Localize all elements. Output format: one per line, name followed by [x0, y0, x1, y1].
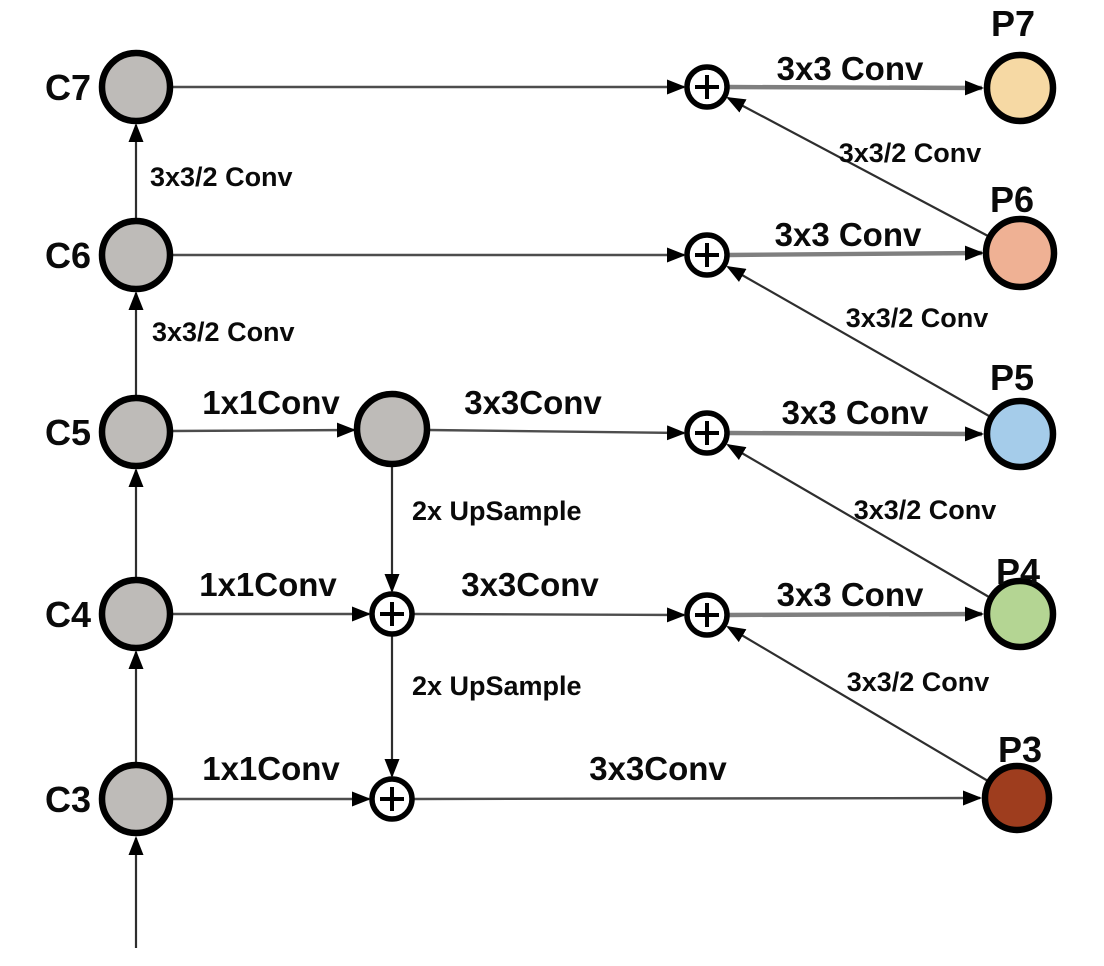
- add-node-p7: [684, 64, 730, 110]
- edge-label-mid-c5: 3x3Conv: [464, 384, 602, 421]
- output-label-p5: P5: [990, 357, 1034, 398]
- plus-icon: [695, 75, 719, 99]
- edge-label-stride2-p4-p5: 3x3/2 Conv: [854, 495, 997, 525]
- edge-label-stride2-c6-c7: 3x3/2 Conv: [150, 162, 293, 192]
- edge-add-to-p6: [727, 245, 984, 261]
- edge-add-to-p4: [727, 606, 984, 622]
- edge-p3-to-add-p4: [726, 625, 989, 782]
- plus-icon: [380, 787, 404, 811]
- edge-add-mid-to-add-p4: [412, 607, 686, 623]
- add-node-p6: [684, 232, 730, 278]
- backbone-label-c3: C3: [45, 779, 91, 820]
- plus-icon: [695, 603, 719, 627]
- edge-label-out-p4: 3x3 Conv: [777, 576, 924, 613]
- edge-p6-to-add-p7: [726, 97, 989, 237]
- edge-p5-to-add-p6: [726, 266, 990, 417]
- edge-label-upsample-c5-row: 2x UpSample: [412, 496, 582, 526]
- output-node-p7: [983, 51, 1057, 125]
- edge-add-to-p5: [727, 426, 984, 442]
- backbone-node-c3: [98, 761, 174, 837]
- edge-add-to-p7: [727, 80, 984, 96]
- edge-label-lateral-c5: 1x1Conv: [202, 384, 340, 421]
- output-node-p4: [983, 577, 1057, 651]
- backbone-node-c6: [98, 217, 174, 293]
- intermediate-node-c5: [353, 390, 431, 468]
- edge-label-lateral-c3: 1x1Conv: [202, 750, 340, 787]
- output-node-p3: [981, 762, 1053, 834]
- edge-label-stride2-p6-p7: 3x3/2 Conv: [839, 138, 982, 168]
- backbone-label-c4: C4: [45, 594, 91, 635]
- add-node-p5: [684, 410, 730, 456]
- output-label-p4: P4: [996, 551, 1040, 592]
- edge-label-stride2-c5-c6: 3x3/2 Conv: [152, 317, 295, 347]
- output-node-p6: [982, 215, 1058, 291]
- backbone-node-c4: [98, 576, 174, 652]
- edge-label-mid-c4: 3x3Conv: [461, 566, 599, 603]
- edge-label-out-p5: 3x3 Conv: [782, 394, 929, 431]
- output-label-p6: P6: [990, 179, 1034, 220]
- backbone-label-c5: C5: [45, 412, 91, 453]
- output-label-p7: P7: [991, 3, 1035, 44]
- add-node-c4-row: [369, 591, 415, 637]
- backbone-node-c5: [98, 394, 174, 470]
- edge-label-stride2-p3-p4: 3x3/2 Conv: [847, 667, 990, 697]
- edge-label-upsample-c4-row: 2x UpSample: [412, 671, 582, 701]
- edge-label-mid-c3: 3x3Conv: [589, 750, 727, 787]
- plus-icon: [695, 243, 719, 267]
- edge-label-out-p7: 3x3 Conv: [777, 50, 924, 87]
- backbone-node-c7: [98, 49, 174, 125]
- edge-label-out-p6: 3x3 Conv: [775, 216, 922, 253]
- edge-p4-to-add-p5: [726, 443, 990, 598]
- edge-intermediate-to-add-p5: [427, 425, 686, 441]
- plus-icon: [380, 602, 404, 626]
- edge-label-stride2-p5-p6: 3x3/2 Conv: [846, 303, 989, 333]
- add-node-p4: [684, 592, 730, 638]
- edge-label-lateral-c4: 1x1Conv: [199, 566, 337, 603]
- backbone-label-c7: C7: [45, 67, 91, 108]
- add-node-c3-row: [369, 776, 415, 822]
- output-label-p3: P3: [998, 729, 1042, 770]
- plus-icon: [695, 421, 719, 445]
- edge-add-to-p3: [412, 790, 982, 806]
- edge-c5-to-intermediate: [170, 422, 356, 438]
- backbone-label-c6: C6: [45, 235, 91, 276]
- output-node-p5: [983, 397, 1057, 471]
